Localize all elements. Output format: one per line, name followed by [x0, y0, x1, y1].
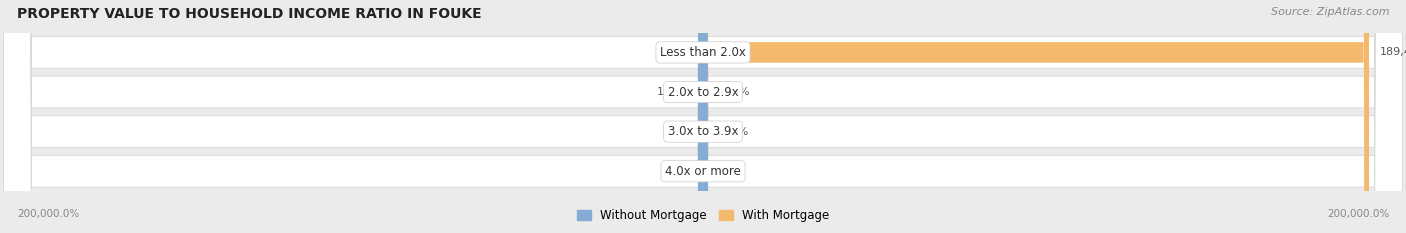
FancyBboxPatch shape: [3, 0, 1403, 233]
Text: 2.0x to 2.9x: 2.0x to 2.9x: [668, 86, 738, 99]
FancyBboxPatch shape: [697, 0, 709, 233]
FancyBboxPatch shape: [697, 0, 709, 233]
Text: 69.4%: 69.4%: [714, 87, 749, 97]
Text: PROPERTY VALUE TO HOUSEHOLD INCOME RATIO IN FOUKE: PROPERTY VALUE TO HOUSEHOLD INCOME RATIO…: [17, 7, 481, 21]
Text: 11.1%: 11.1%: [714, 127, 749, 137]
Text: 3.0x to 3.9x: 3.0x to 3.9x: [668, 125, 738, 138]
Text: 200,000.0%: 200,000.0%: [1327, 209, 1389, 219]
Text: 189,483.3%: 189,483.3%: [1379, 48, 1406, 57]
FancyBboxPatch shape: [697, 0, 709, 233]
Text: Source: ZipAtlas.com: Source: ZipAtlas.com: [1271, 7, 1389, 17]
FancyBboxPatch shape: [697, 0, 709, 233]
Text: Less than 2.0x: Less than 2.0x: [659, 46, 747, 59]
Text: 0.0%: 0.0%: [713, 166, 742, 176]
Text: 3.2%: 3.2%: [664, 127, 692, 137]
Legend: Without Mortgage, With Mortgage: Without Mortgage, With Mortgage: [576, 209, 830, 223]
FancyBboxPatch shape: [703, 0, 1369, 233]
Text: 200,000.0%: 200,000.0%: [17, 209, 79, 219]
FancyBboxPatch shape: [3, 0, 1403, 233]
Text: 13.7%: 13.7%: [657, 87, 692, 97]
FancyBboxPatch shape: [3, 0, 1403, 233]
FancyBboxPatch shape: [697, 0, 709, 233]
Text: 77.9%: 77.9%: [657, 48, 692, 57]
Text: 4.0x or more: 4.0x or more: [665, 165, 741, 178]
Text: 5.3%: 5.3%: [664, 166, 692, 176]
FancyBboxPatch shape: [3, 0, 1403, 233]
FancyBboxPatch shape: [697, 0, 709, 233]
